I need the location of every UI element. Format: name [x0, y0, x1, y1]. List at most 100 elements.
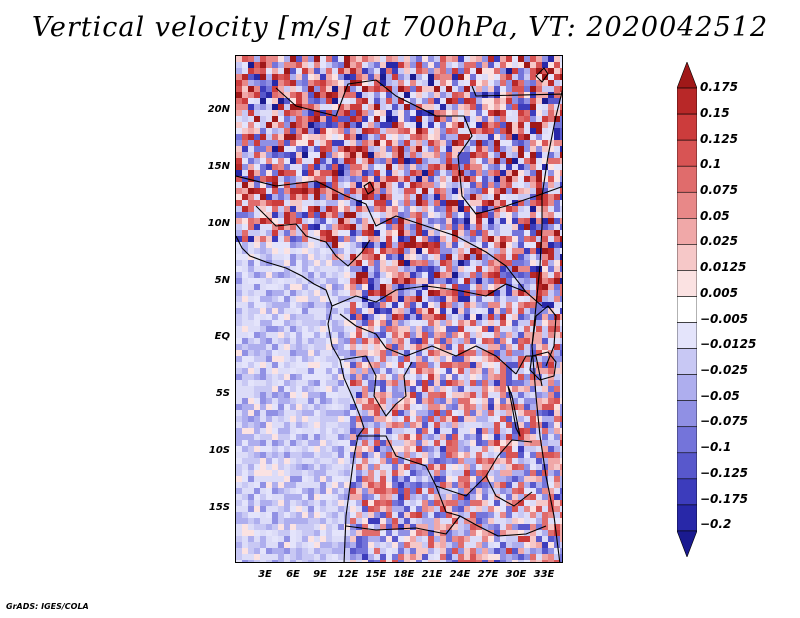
velocity-cell: [248, 398, 254, 404]
lat-label: 5N: [214, 275, 230, 286]
velocity-cell: [392, 536, 398, 542]
velocity-cell: [350, 344, 356, 350]
velocity-cell: [506, 122, 512, 128]
velocity-cell: [266, 320, 272, 326]
velocity-cell: [542, 164, 548, 170]
velocity-cell: [308, 86, 314, 92]
velocity-cell: [482, 356, 488, 362]
velocity-cell: [494, 290, 500, 296]
velocity-cell: [554, 422, 560, 428]
velocity-cell: [512, 176, 518, 182]
velocity-cell: [362, 266, 368, 272]
velocity-cell: [302, 272, 308, 278]
velocity-cell: [446, 296, 452, 302]
velocity-cell: [518, 98, 524, 104]
velocity-cell: [368, 296, 374, 302]
velocity-cell: [404, 476, 410, 482]
velocity-cell: [422, 212, 428, 218]
velocity-cell: [278, 290, 284, 296]
velocity-cell: [410, 410, 416, 416]
velocity-cell: [524, 422, 530, 428]
velocity-cell: [530, 464, 536, 470]
velocity-cell: [548, 512, 554, 518]
velocity-cell: [284, 518, 290, 524]
velocity-cell: [332, 176, 338, 182]
velocity-cell: [434, 194, 440, 200]
velocity-cell: [398, 422, 404, 428]
velocity-cell: [266, 452, 272, 458]
velocity-cell: [452, 386, 458, 392]
velocity-cell: [260, 494, 266, 500]
velocity-cell: [464, 374, 470, 380]
velocity-cell: [536, 266, 542, 272]
velocity-cell: [536, 194, 542, 200]
velocity-cell: [332, 410, 338, 416]
velocity-cell: [296, 188, 302, 194]
velocity-cell: [542, 56, 548, 62]
velocity-cell: [446, 200, 452, 206]
velocity-cell: [512, 74, 518, 80]
velocity-cell: [404, 488, 410, 494]
velocity-cell: [284, 56, 290, 62]
velocity-cell: [428, 98, 434, 104]
velocity-cell: [422, 326, 428, 332]
velocity-cell: [242, 272, 248, 278]
velocity-cell: [446, 302, 452, 308]
velocity-cell: [350, 416, 356, 422]
velocity-cell: [254, 116, 260, 122]
velocity-cell: [464, 314, 470, 320]
velocity-cell: [398, 212, 404, 218]
velocity-cell: [494, 338, 500, 344]
velocity-cell: [494, 140, 500, 146]
velocity-cell: [548, 98, 554, 104]
velocity-cell: [554, 500, 560, 506]
velocity-cell: [494, 86, 500, 92]
velocity-cell: [506, 314, 512, 320]
velocity-cell: [476, 548, 482, 554]
velocity-cell: [500, 446, 506, 452]
velocity-cell: [446, 188, 452, 194]
velocity-cell: [302, 548, 308, 554]
velocity-cell: [542, 488, 548, 494]
velocity-cell: [278, 404, 284, 410]
velocity-cell: [296, 146, 302, 152]
velocity-cell: [512, 440, 518, 446]
velocity-cell: [464, 464, 470, 470]
velocity-cell: [512, 104, 518, 110]
velocity-cell: [554, 410, 560, 416]
velocity-cell: [278, 224, 284, 230]
velocity-cell: [536, 362, 542, 368]
velocity-cell: [500, 128, 506, 134]
velocity-cell: [494, 398, 500, 404]
velocity-cell: [368, 134, 374, 140]
velocity-cell: [548, 392, 554, 398]
velocity-cell: [398, 410, 404, 416]
velocity-cell: [350, 74, 356, 80]
velocity-cell: [560, 104, 562, 110]
velocity-cell: [440, 416, 446, 422]
velocity-cell: [404, 272, 410, 278]
velocity-cell: [428, 74, 434, 80]
velocity-cell: [314, 248, 320, 254]
velocity-cell: [236, 536, 242, 542]
velocity-cell: [410, 272, 416, 278]
velocity-cell: [374, 170, 380, 176]
velocity-cell: [272, 440, 278, 446]
velocity-cell: [554, 350, 560, 356]
velocity-cell: [434, 464, 440, 470]
velocity-cell: [368, 380, 374, 386]
velocity-cell: [392, 272, 398, 278]
velocity-cell: [506, 374, 512, 380]
velocity-cell: [290, 452, 296, 458]
velocity-cell: [260, 332, 266, 338]
velocity-cell: [290, 326, 296, 332]
velocity-cell: [368, 368, 374, 374]
velocity-cell: [404, 440, 410, 446]
velocity-cell: [386, 110, 392, 116]
velocity-cell: [560, 200, 562, 206]
velocity-cell: [476, 284, 482, 290]
velocity-cell: [338, 296, 344, 302]
velocity-cell: [302, 434, 308, 440]
velocity-cell: [440, 536, 446, 542]
velocity-cell: [380, 134, 386, 140]
